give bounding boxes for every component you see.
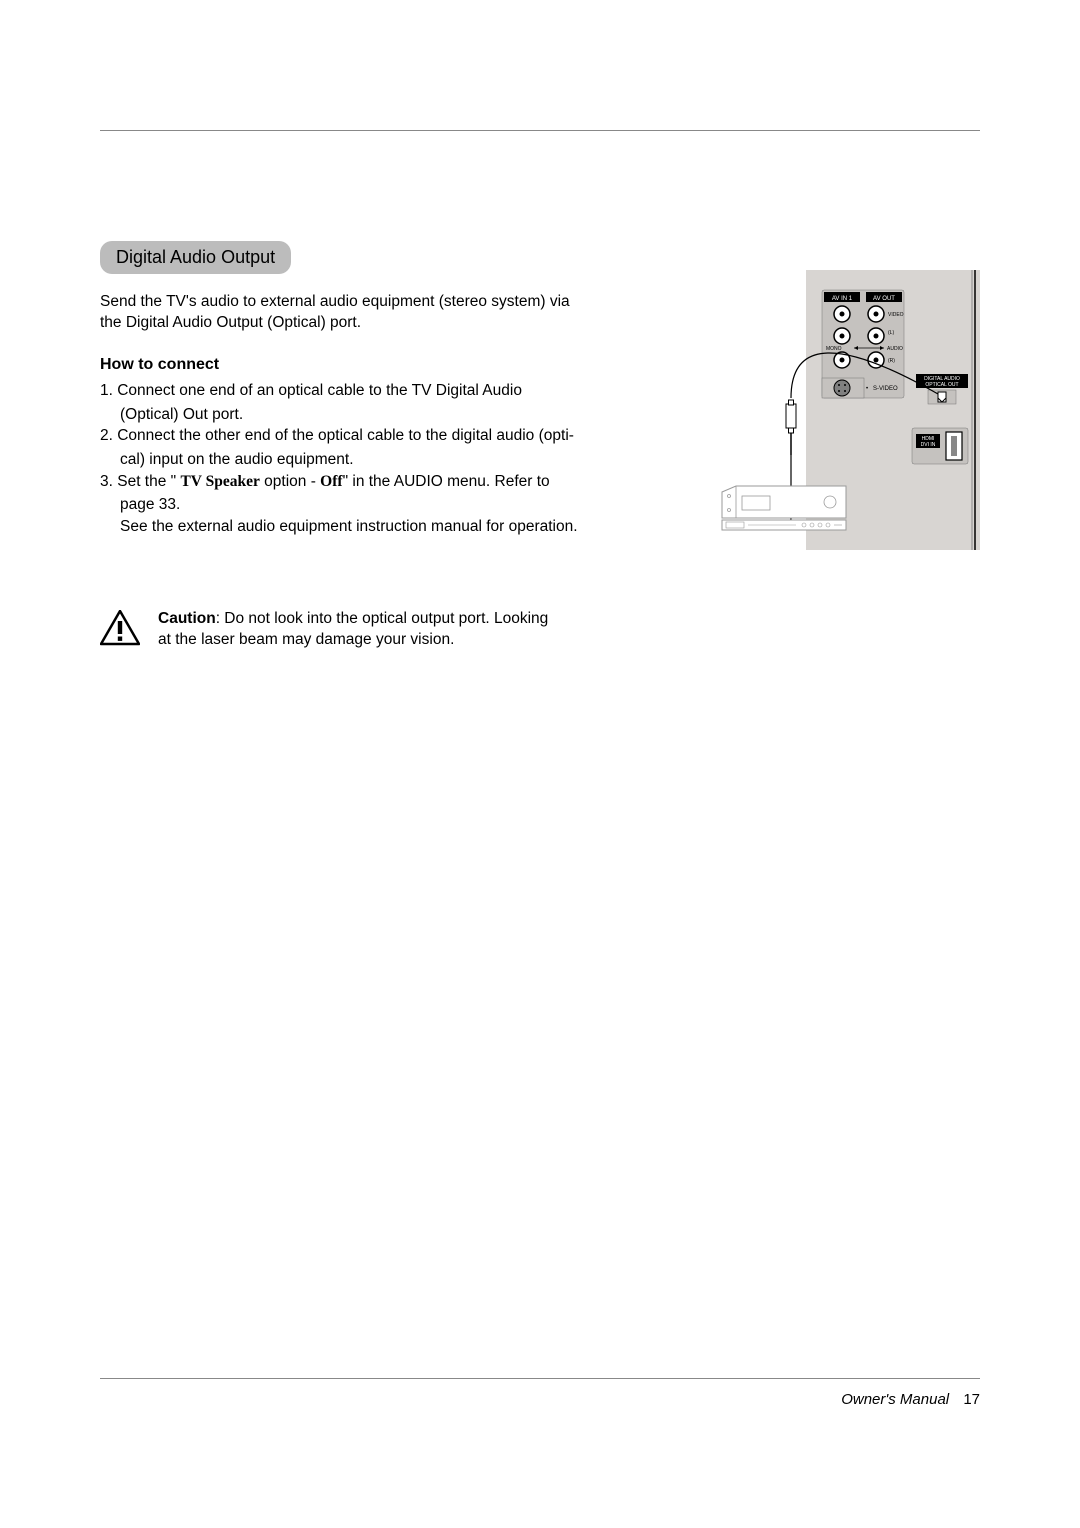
step-3-pre: Set the " [117, 473, 180, 490]
step-3-cont-2: See the external audio equipment instruc… [100, 516, 690, 538]
step-2-text-a: Connect the other end of the optical cab… [117, 427, 574, 444]
step-3-bold-1: TV Speaker [180, 473, 259, 490]
footer-page-number: 17 [963, 1391, 980, 1408]
digital-audio-label-2: OPTICAL OUT [925, 382, 958, 388]
mono-label: MONO [826, 346, 842, 352]
svideo-label: S-VIDEO [873, 386, 898, 392]
step-3-bold-2: Off [320, 473, 342, 490]
connection-diagram: AV IN 1 AV OUT VIDEO (L) MONO AUDIO [720, 270, 980, 550]
step-1-text-a: Connect one end of an optical cable to t… [117, 382, 522, 399]
step-3-post: " in the AUDIO menu. Refer to [343, 473, 550, 490]
caution-text-a: : Do not look into the optical output po… [216, 610, 549, 627]
page-footer: Owner's Manual 17 [100, 1378, 980, 1408]
svg-text:•: • [866, 386, 868, 392]
caution-text: Caution: Do not look into the optical ou… [158, 608, 548, 651]
l-label: (L) [888, 330, 894, 336]
step-1-number: 1. [100, 382, 117, 399]
caution-block: Caution: Do not look into the optical ou… [100, 608, 720, 651]
step-3-number: 3. [100, 473, 117, 490]
step-2: 2. Connect the other end of the optical … [100, 425, 690, 447]
intro-line-2: the Digital Audio Output (Optical) port. [100, 314, 361, 331]
footer-label: Owner's Manual [841, 1391, 949, 1408]
section-title: Digital Audio Output [100, 241, 291, 274]
av-in-1-label: AV IN 1 [832, 296, 853, 302]
step-2-number: 2. [100, 427, 117, 444]
warning-icon [100, 608, 140, 651]
intro-line-1: Send the TV's audio to external audio eq… [100, 293, 570, 310]
step-3-cont-1: page 33. [100, 494, 690, 516]
hdmi-label-2: DVI IN [921, 442, 936, 448]
steps-list: 1. Connect one end of an optical cable t… [100, 380, 690, 538]
caution-label: Caution [158, 610, 216, 627]
intro-text: Send the TV's audio to external audio eq… [100, 292, 690, 334]
step-1-cont: (Optical) Out port. [100, 404, 690, 426]
step-3-mid: option - [260, 473, 320, 490]
bottom-rule [100, 1378, 980, 1379]
top-rule [100, 130, 980, 131]
r-label: (R) [888, 358, 895, 364]
footer-text: Owner's Manual 17 [100, 1391, 980, 1408]
video-label: VIDEO [888, 312, 904, 318]
step-3: 3. Set the " TV Speaker option - Off" in… [100, 471, 690, 493]
page-content: Digital Audio Output Send the TV's audio… [100, 130, 980, 1408]
av-out-label: AV OUT [873, 296, 895, 302]
step-1: 1. Connect one end of an optical cable t… [100, 380, 690, 402]
step-2-cont: cal) input on the audio equipment. [100, 449, 690, 471]
audio-label: AUDIO [887, 346, 903, 352]
caution-text-b: at the laser beam may damage your vision… [158, 631, 454, 648]
